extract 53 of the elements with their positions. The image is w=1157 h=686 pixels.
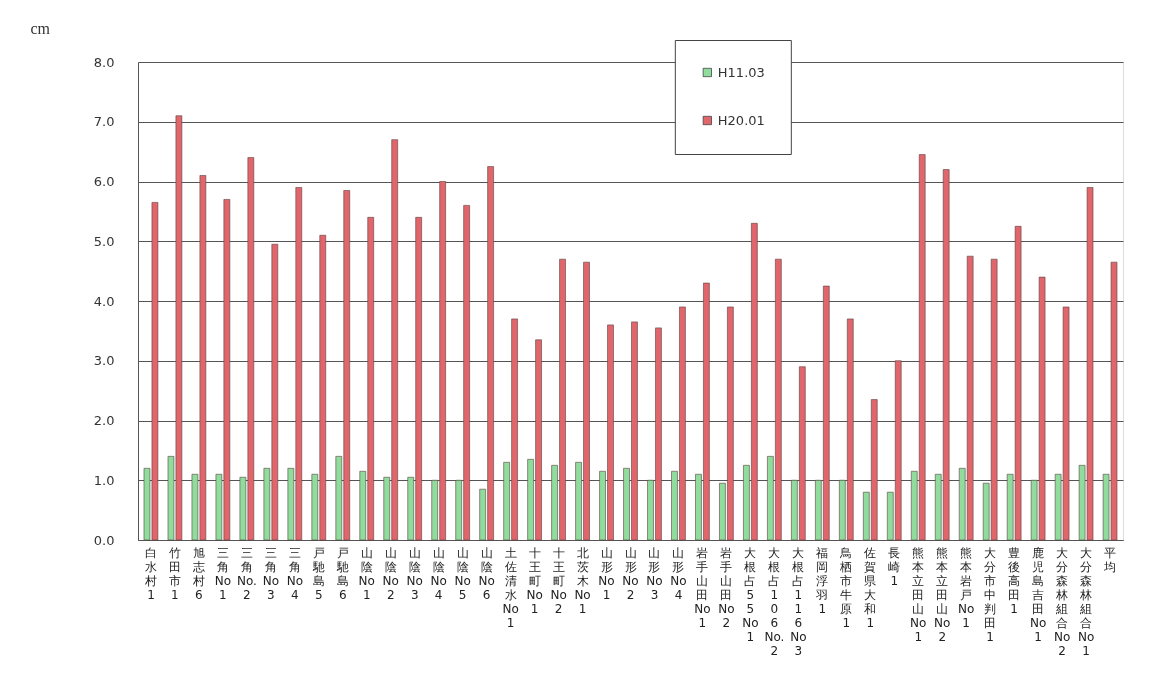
x-tick-label: 佐賀県大和 1	[864, 545, 877, 630]
x-tick-label: 大根占 106 No. 2	[764, 545, 785, 658]
x-tick-label: 大根占 116 No 3	[790, 545, 807, 658]
x-tick-label: 鳥栖市牛原 1	[839, 545, 853, 630]
x-tick-label: 山形 No 3	[646, 545, 663, 602]
legend-label: H20.01	[717, 112, 765, 128]
x-tick-label: 熊本岩戸 No 1	[958, 545, 975, 630]
y-tick-label: 3.0	[93, 353, 115, 369]
x-tick-label: 三角 No. 2	[236, 545, 257, 602]
x-tick-label: 長崎 1	[888, 545, 901, 588]
x-tick-label: 十王町 No 2	[550, 545, 567, 616]
x-tick-label: 平均	[1103, 545, 1117, 574]
x-tick-label: 山形 No 2	[622, 545, 639, 602]
x-tick-label: 土佐清水 No 1	[502, 545, 519, 630]
y-axis-title: cm	[30, 19, 51, 37]
x-tick-label: 三角 No 4	[286, 545, 303, 602]
y-tick-label: 0.0	[93, 532, 115, 548]
x-tick-label: 山陰 No 4	[430, 545, 447, 602]
x-tick-label: 戸馳島 6	[335, 545, 349, 602]
y-tick-label: 6.0	[93, 174, 115, 189]
x-tick-label: 十王町 No 1	[526, 545, 543, 616]
y-tick-label: 5.0	[93, 233, 115, 249]
x-tick-label: 山形 No 1	[598, 545, 615, 602]
x-tick-label: 大分市中判田 1	[984, 545, 997, 644]
y-tick-label: 2.0	[93, 413, 115, 428]
x-tick-label: 山陰 No 6	[478, 545, 495, 602]
x-tick-label: 熊本立田山 No 2	[934, 545, 951, 644]
x-tick-label: 山形 No 4	[670, 545, 687, 602]
y-tick-label: 1.0	[93, 472, 115, 488]
x-tick-label: 岩手山田 No 1	[694, 545, 711, 630]
x-tick-label: 三角 No 3	[262, 545, 279, 602]
x-tick-label: 旭志村 6	[191, 545, 205, 602]
x-tick-label: 山陰 No 2	[382, 545, 399, 602]
x-tick-label: 大分森林組合 No 2	[1053, 545, 1071, 658]
y-tick-label: 7.0	[93, 114, 115, 130]
x-tick-label: 竹田市 1	[168, 545, 181, 602]
x-tick-label: 北茨木 No 1	[574, 545, 591, 616]
legend-label: H11.03	[717, 64, 765, 80]
x-tick-label: 山陰 No 5	[454, 545, 471, 602]
x-tick-label: 鹿児島吉田 No 1	[1029, 545, 1047, 644]
x-tick-label: 福岡浮羽 1	[815, 545, 829, 616]
x-tick-label: 岩手山田 No 2	[718, 545, 735, 630]
y-tick-label: 8.0	[93, 54, 115, 70]
x-tick-label: 白水村 1	[143, 545, 157, 602]
x-tick-label: 三角 No 1	[214, 545, 232, 602]
x-tick-label: 大根占 55 No 1	[742, 545, 759, 644]
x-tick-label: 山陰 No 3	[406, 545, 423, 602]
x-tick-label: 山陰 No 1	[358, 545, 375, 602]
x-tick-label: 戸馳島 5	[311, 545, 325, 602]
x-tick-label: 大分森林組合 No 1	[1077, 545, 1095, 658]
y-tick-label: 4.0	[93, 293, 115, 309]
x-tick-label: 熊本立田山 No 1	[910, 545, 927, 644]
x-tick-label: 豊後高田 1	[1008, 545, 1021, 616]
